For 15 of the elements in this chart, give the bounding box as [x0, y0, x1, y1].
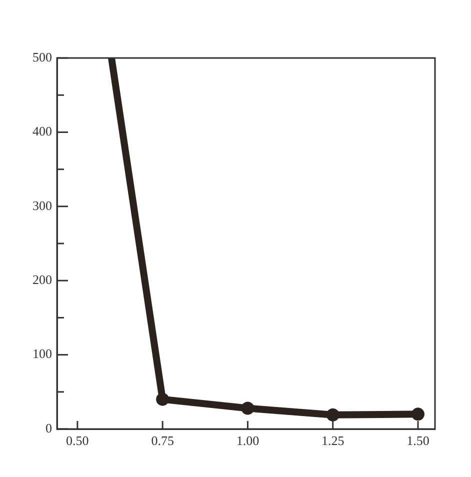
x-tick-label: 1.50 [406, 433, 430, 448]
point [241, 402, 254, 415]
point [156, 392, 170, 406]
y-tick-label: 0 [46, 420, 52, 436]
x-tick-label: 0.50 [66, 433, 89, 448]
point [326, 408, 340, 422]
x-tick-label: 0.75 [151, 433, 174, 448]
y-tick-label: 100 [32, 346, 52, 362]
point [411, 408, 424, 421]
x-tick-label: 1.25 [321, 433, 344, 448]
y-tick-label: 200 [32, 272, 52, 288]
x-tick-label: 1.00 [236, 433, 260, 448]
y-tick-label: 400 [32, 124, 52, 139]
y-tick-label: 500 [32, 49, 52, 64]
y-tick-label: 300 [32, 198, 52, 213]
